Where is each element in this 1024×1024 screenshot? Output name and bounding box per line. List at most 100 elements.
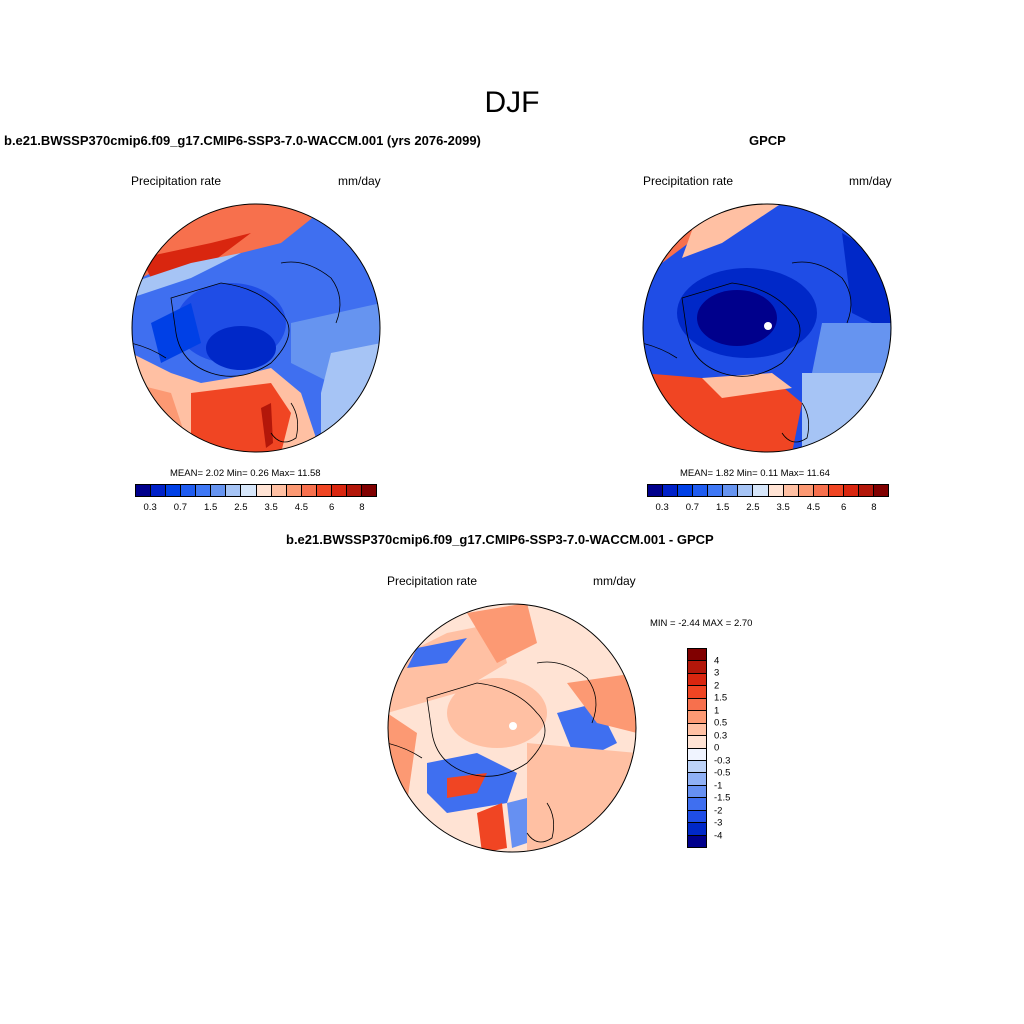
- colorbar-swatch: [813, 485, 829, 496]
- colorbar-swatch: [688, 711, 706, 724]
- colorbar-tick-label: 2.5: [234, 502, 248, 513]
- colorbar-swatch: [798, 485, 814, 496]
- panel-1-variable-label: Precipitation rate: [131, 174, 222, 188]
- colorbar-swatch: [843, 485, 859, 496]
- panel-2-colorbar-ticks: 0.3 0.7 1.5 2.5 3.5 4.5 6 8: [647, 502, 889, 514]
- colorbar-swatch: [648, 485, 664, 496]
- colorbar-tick-label: 8: [871, 502, 877, 513]
- colorbar-swatch: [738, 485, 754, 496]
- colorbar-swatch: [331, 485, 347, 496]
- colorbar-tick-label: 1.5: [204, 502, 218, 513]
- colorbar-swatch: [196, 485, 212, 496]
- colorbar-swatch: [858, 485, 874, 496]
- panel-2-stats: MEAN= 1.82 Min= 0.11 Max= 11.64: [680, 468, 830, 479]
- colorbar-tick-label: 2: [714, 680, 720, 691]
- panel-3-polar-map: [387, 603, 637, 853]
- colorbar-tick-label: -2: [714, 805, 723, 816]
- colorbar-swatch: [316, 485, 332, 496]
- colorbar-swatch: [166, 485, 182, 496]
- colorbar-tick-label: 4.5: [806, 502, 820, 513]
- colorbar-tick-label: 0.3: [714, 730, 728, 741]
- colorbar-tick-label: 0.7: [685, 502, 699, 513]
- colorbar-swatch: [873, 485, 888, 496]
- colorbar-swatch: [271, 485, 287, 496]
- colorbar-tick-label: -1.5: [714, 792, 731, 804]
- panel-3-variable-label: Precipitation rate: [387, 574, 478, 588]
- colorbar-swatch: [688, 686, 706, 699]
- colorbar-swatch: [346, 485, 362, 496]
- colorbar-swatch: [708, 485, 724, 496]
- colorbar-tick-label: -3: [714, 817, 723, 829]
- panel-1-units-label: mm/day: [338, 174, 381, 188]
- panel-3-stats: MIN = -2.44 MAX = 2.70: [650, 618, 753, 629]
- colorbar-tick-label: 8: [359, 502, 365, 513]
- colorbar-tick-label: -0.5: [714, 767, 731, 779]
- panel-3-title: b.e21.BWSSP370cmip6.f09_g17.CMIP6-SSP3-7…: [286, 532, 714, 547]
- colorbar-tick-label: 0: [714, 742, 720, 754]
- colorbar-swatch: [256, 485, 272, 496]
- colorbar-tick-label: 0.7: [173, 502, 187, 513]
- colorbar-swatch: [753, 485, 769, 496]
- panel-2-polar-map: [642, 203, 892, 453]
- colorbar-tick-label: 0.5: [714, 717, 728, 729]
- colorbar-swatch: [783, 485, 799, 496]
- colorbar-tick-label: 4.5: [294, 502, 308, 513]
- colorbar-swatch: [688, 673, 706, 687]
- colorbar-swatch: [688, 785, 706, 799]
- colorbar-swatch: [211, 485, 227, 496]
- colorbar-swatch: [663, 485, 679, 496]
- colorbar-tick-label: 1.5: [716, 502, 730, 513]
- panel-2-units-label: mm/day: [849, 174, 892, 188]
- colorbar-swatch: [678, 485, 694, 496]
- figure-title: DJF: [484, 86, 540, 119]
- colorbar-tick-label: 3.5: [776, 502, 790, 513]
- panel-1-title: b.e21.BWSSP370cmip6.f09_g17.CMIP6-SSP3-7…: [4, 133, 481, 148]
- panel-3-colorbar-ticks: 4 3 2 1.5 1 0.5 0.3 0 -0.3 -0.5 -1 -1.5 -2 -3 -4: [710, 648, 750, 848]
- colorbar-swatch: [768, 485, 784, 496]
- colorbar-swatch: [688, 823, 706, 836]
- colorbar-swatch: [136, 485, 152, 496]
- colorbar-swatch: [828, 485, 844, 496]
- colorbar-tick-label: 0.3: [655, 502, 669, 513]
- colorbar-swatch: [688, 661, 706, 674]
- colorbar-swatch: [688, 698, 706, 712]
- colorbar-tick-label: 3: [714, 667, 720, 679]
- colorbar-swatch: [723, 485, 739, 496]
- colorbar-tick-label: -4: [714, 830, 723, 841]
- colorbar-tick-label: -0.3: [714, 755, 731, 766]
- colorbar-swatch: [361, 485, 376, 496]
- colorbar-swatch: [688, 760, 706, 774]
- panel-2-colorbar: [647, 484, 889, 497]
- panel-2-title: GPCP: [749, 133, 786, 148]
- colorbar-swatch: [693, 485, 709, 496]
- colorbar-swatch: [688, 773, 706, 786]
- colorbar-swatch: [181, 485, 197, 496]
- colorbar-tick-label: 3.5: [264, 502, 278, 513]
- colorbar-swatch: [688, 798, 706, 811]
- colorbar-tick-label: 1.5: [714, 692, 728, 704]
- colorbar-swatch: [688, 748, 706, 761]
- panel-2-variable-label: Precipitation rate: [643, 174, 734, 188]
- colorbar-tick-label: -1: [714, 780, 723, 791]
- colorbar-swatch: [151, 485, 167, 496]
- colorbar-tick-label: 2.5: [746, 502, 760, 513]
- colorbar-tick-label: 1: [714, 705, 720, 716]
- colorbar-swatch: [241, 485, 257, 496]
- colorbar-tick-label: 6: [328, 502, 335, 513]
- panel-1-polar-map: [131, 203, 381, 453]
- colorbar-tick-label: 4: [714, 655, 720, 666]
- panel-3-units-label: mm/day: [593, 574, 636, 588]
- colorbar-swatch: [286, 485, 302, 496]
- colorbar-swatch: [688, 835, 706, 847]
- panel-1-colorbar-ticks: 0.3 0.7 1.5 2.5 3.5 4.5 6 8: [135, 502, 377, 514]
- panel-1-colorbar: [135, 484, 377, 497]
- colorbar-swatch: [226, 485, 242, 496]
- colorbar-swatch: [688, 810, 706, 824]
- colorbar-swatch: [301, 485, 317, 496]
- colorbar-tick-label: 6: [840, 502, 847, 513]
- colorbar-swatch: [688, 736, 706, 749]
- panel-3-colorbar: [687, 648, 707, 848]
- colorbar-swatch: [688, 723, 706, 737]
- colorbar-tick-label: 0.3: [143, 502, 157, 513]
- colorbar-swatch: [688, 649, 706, 662]
